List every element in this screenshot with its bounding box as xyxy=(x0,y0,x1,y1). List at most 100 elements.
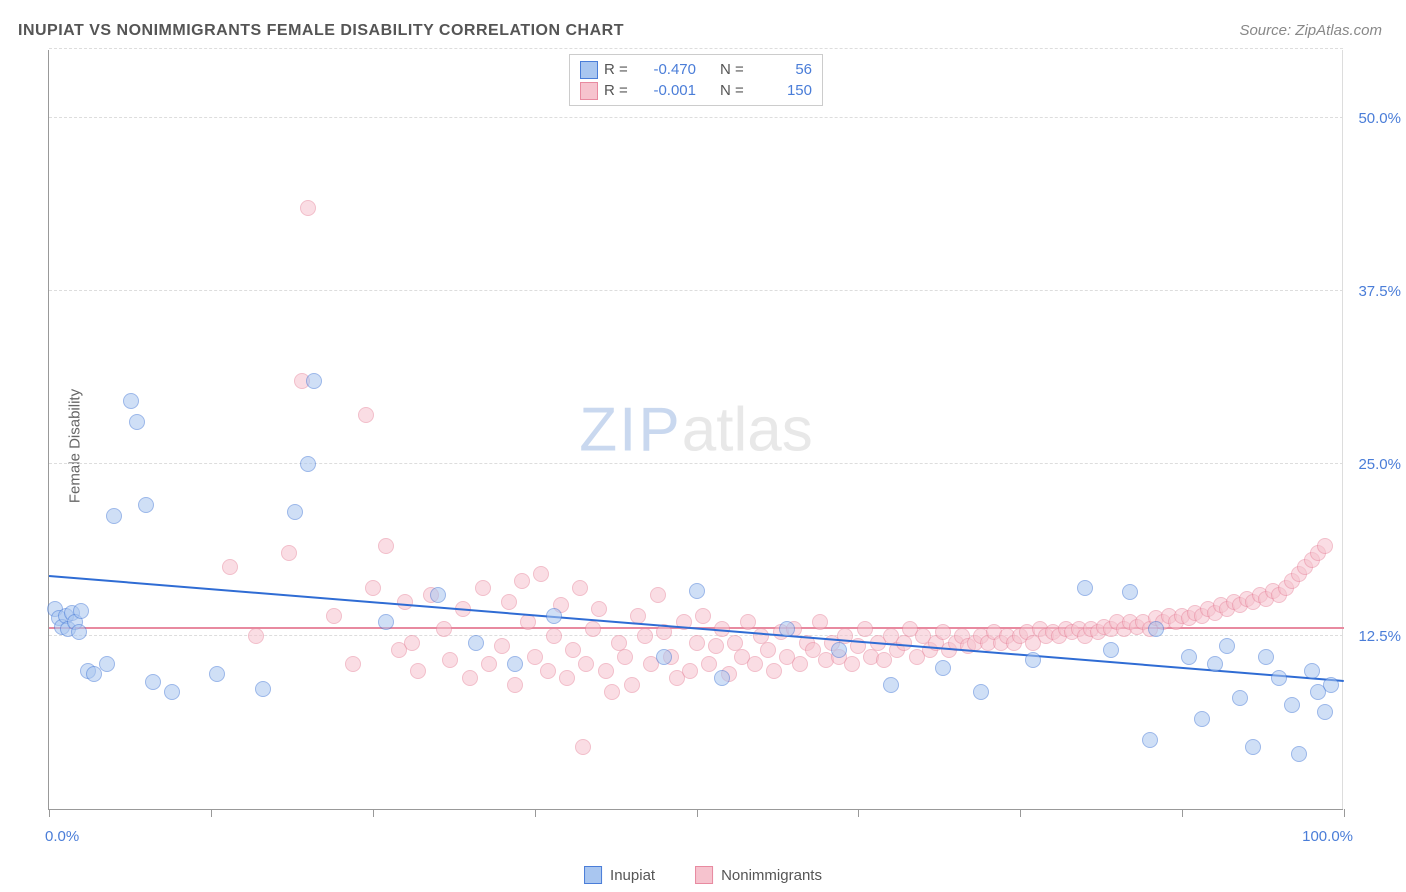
pink-point xyxy=(404,635,420,651)
blue-point xyxy=(883,677,899,693)
r-value: -0.001 xyxy=(644,80,696,101)
pink-point xyxy=(326,608,342,624)
pink-point xyxy=(436,621,452,637)
pink-point xyxy=(410,663,426,679)
legend-item-blue: Inupiat xyxy=(584,866,655,884)
pink-point xyxy=(378,538,394,554)
blue-point xyxy=(831,642,847,658)
blue-point xyxy=(1194,711,1210,727)
x-tick xyxy=(211,809,212,817)
pink-point xyxy=(345,656,361,672)
gridline xyxy=(49,48,1343,49)
blue-point xyxy=(287,504,303,520)
x-tick xyxy=(1344,809,1345,817)
legend-label: Inupiat xyxy=(610,867,655,884)
pink-point xyxy=(222,559,238,575)
blue-point xyxy=(138,497,154,513)
pink-point xyxy=(857,621,873,637)
pink-point xyxy=(565,642,581,658)
x-tick xyxy=(697,809,698,817)
pink-point xyxy=(844,656,860,672)
blue-point xyxy=(546,608,562,624)
blue-point xyxy=(1271,670,1287,686)
watermark: ZIPatlas xyxy=(579,394,812,465)
blue-point xyxy=(145,674,161,690)
pink-point xyxy=(281,545,297,561)
legend-label: Nonimmigrants xyxy=(721,867,822,884)
pink-point xyxy=(747,656,763,672)
x-tick xyxy=(535,809,536,817)
pink-swatch-icon xyxy=(580,82,598,100)
x-tick xyxy=(1020,809,1021,817)
blue-point xyxy=(106,508,122,524)
blue-point xyxy=(123,393,139,409)
source-label: Source: ZipAtlas.com xyxy=(1239,22,1382,39)
pink-point xyxy=(533,566,549,582)
gridline xyxy=(49,463,1343,464)
blue-point xyxy=(935,660,951,676)
pink-point xyxy=(365,580,381,596)
blue-point xyxy=(300,456,316,472)
chart-title: INUPIAT VS NONIMMIGRANTS FEMALE DISABILI… xyxy=(18,22,624,40)
blue-point xyxy=(973,684,989,700)
pink-point xyxy=(300,200,316,216)
blue-point xyxy=(73,603,89,619)
pink-point xyxy=(572,580,588,596)
pink-point xyxy=(617,649,633,665)
n-label: N = xyxy=(720,59,754,80)
blue-point xyxy=(656,649,672,665)
legend-item-pink: Nonimmigrants xyxy=(695,866,822,884)
gridline xyxy=(49,290,1343,291)
n-label: N = xyxy=(720,80,754,101)
stats-row: R =-0.470N =56 xyxy=(580,59,812,80)
pink-point xyxy=(248,628,264,644)
blue-point xyxy=(468,635,484,651)
pink-point xyxy=(630,608,646,624)
pink-point xyxy=(682,663,698,679)
blue-point xyxy=(1304,663,1320,679)
blue-point xyxy=(1148,621,1164,637)
blue-point xyxy=(1025,652,1041,668)
blue-point xyxy=(1181,649,1197,665)
blue-point xyxy=(1077,580,1093,596)
pink-point xyxy=(527,649,543,665)
blue-point xyxy=(1122,584,1138,600)
right-axis-line xyxy=(1342,50,1343,809)
watermark-atlas: atlas xyxy=(682,395,813,464)
pink-point xyxy=(695,608,711,624)
pink-point xyxy=(598,663,614,679)
pink-point xyxy=(507,677,523,693)
blue-point xyxy=(714,670,730,686)
pink-point xyxy=(559,670,575,686)
pink-point xyxy=(591,601,607,617)
stats-row: R = -0.001 N = 150 xyxy=(580,80,812,101)
blue-point xyxy=(129,414,145,430)
pink-point xyxy=(501,594,517,610)
pink-point xyxy=(701,656,717,672)
r-label: R = xyxy=(604,80,638,101)
blue-point xyxy=(779,621,795,637)
pink-point xyxy=(1317,538,1333,554)
blue-point xyxy=(1317,704,1333,720)
n-value: 150 xyxy=(760,80,812,101)
y-tick-label: 37.5% xyxy=(1358,283,1401,300)
blue-point xyxy=(306,373,322,389)
pink-point xyxy=(585,621,601,637)
blue-point xyxy=(1219,638,1235,654)
blue-point xyxy=(689,583,705,599)
plot-area: ZIPatlas R =-0.470N =56R =-0.001N =150 1… xyxy=(48,50,1343,810)
n-value: 56 xyxy=(760,59,812,80)
pink-point xyxy=(766,663,782,679)
pink-point xyxy=(546,628,562,644)
pink-point xyxy=(520,614,536,630)
pink-point xyxy=(812,614,828,630)
pink-point xyxy=(740,614,756,630)
pink-point xyxy=(624,677,640,693)
pink-point xyxy=(358,407,374,423)
blue-point xyxy=(1142,732,1158,748)
pink-point xyxy=(708,638,724,654)
pink-point xyxy=(604,684,620,700)
blue-point xyxy=(1103,642,1119,658)
blue-point xyxy=(1245,739,1261,755)
pink-point xyxy=(442,652,458,668)
